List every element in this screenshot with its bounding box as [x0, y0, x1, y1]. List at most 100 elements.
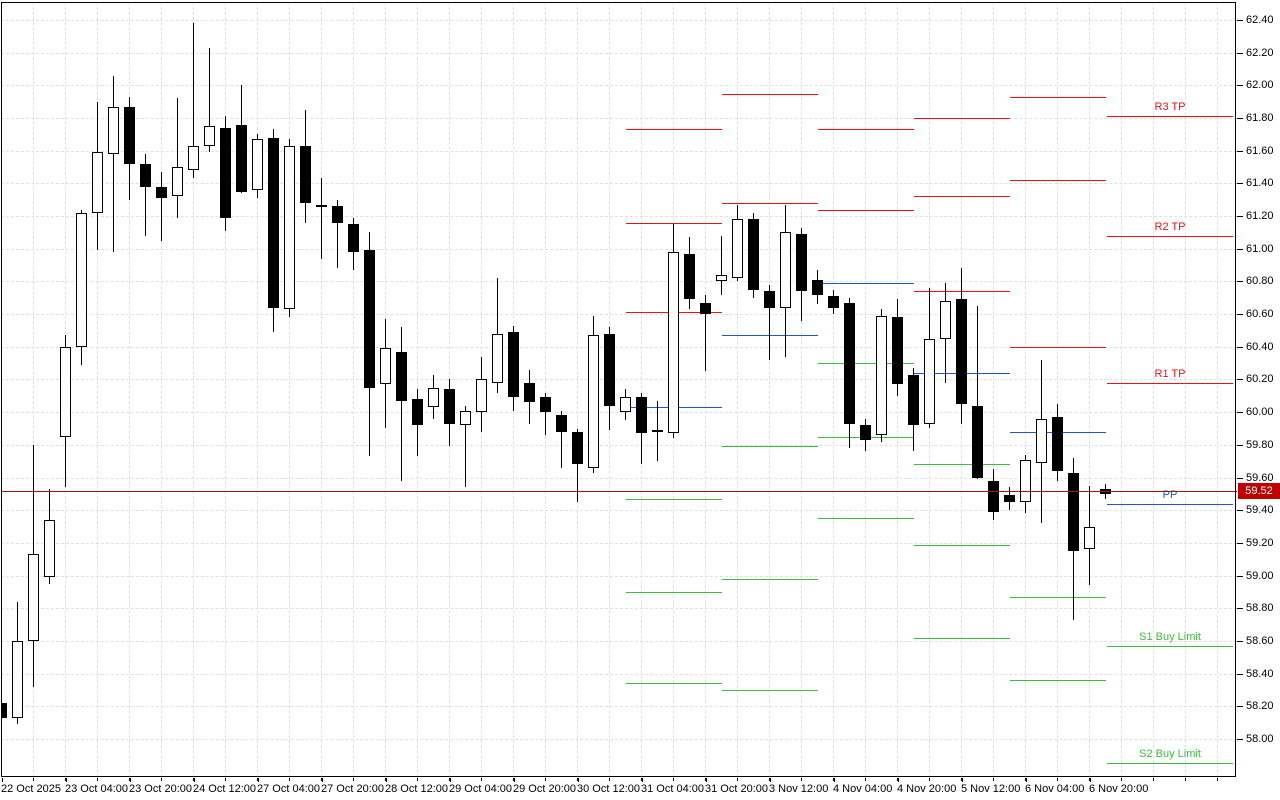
- pivot-segment-green[interactable]: [1010, 596, 1106, 598]
- pivot-segment-red[interactable]: [1010, 346, 1106, 348]
- pivot-segment-green[interactable]: [914, 464, 1010, 466]
- time-axis-minor-tick: [65, 778, 66, 781]
- candle-body: [540, 397, 551, 413]
- price-axis-label: 59.40: [1246, 504, 1274, 517]
- gridline-vertical: [129, 2, 130, 778]
- time-axis-minor-tick: [1025, 778, 1026, 781]
- candle-wick: [545, 392, 546, 436]
- pivot-segment-green[interactable]: [626, 683, 722, 685]
- time-axis-minor-tick: [1057, 778, 1058, 781]
- gridline-horizontal: [1, 412, 1237, 414]
- pivot-segment-green[interactable]: [1010, 680, 1106, 682]
- pivot-segment-green[interactable]: [818, 363, 914, 365]
- time-axis-tick: [130, 778, 131, 782]
- time-axis-minor-tick: [161, 778, 162, 781]
- time-axis-minor-tick: [673, 778, 674, 781]
- time-axis-label: 31 Oct 04:00: [641, 783, 704, 795]
- pivot-segment-green[interactable]: [914, 544, 1010, 546]
- candle-body: [172, 167, 183, 197]
- candle-body: [76, 212, 87, 347]
- gridline-horizontal: [1, 346, 1237, 348]
- price-axis-tick: [1237, 706, 1243, 708]
- time-axis-tick: [642, 778, 643, 782]
- level-line-r3-tp[interactable]: [1107, 116, 1233, 118]
- level-line-r2-tp[interactable]: [1107, 235, 1233, 237]
- pivot-segment-green[interactable]: [722, 578, 818, 580]
- time-axis-tick: [834, 778, 835, 782]
- pivot-segment-red[interactable]: [1010, 180, 1106, 182]
- time-axis-label: 4 Nov 04:00: [833, 783, 893, 795]
- gridline-horizontal: [1, 314, 1237, 316]
- gridline-vertical: [97, 2, 98, 778]
- pivot-segment-red[interactable]: [818, 209, 914, 211]
- chart-plot-area[interactable]: R3 TP R2 TP R1 TP PP S1 Buy Limit S2 Buy Limi…: [1, 2, 1237, 778]
- level-line-r1-tp[interactable]: [1107, 382, 1233, 384]
- candle-body: [1, 703, 7, 718]
- price-axis-label: 60.00: [1246, 406, 1274, 419]
- price-axis-tick: [1237, 640, 1243, 642]
- pivot-segment-red[interactable]: [914, 118, 1010, 120]
- pivot-segment-red[interactable]: [914, 196, 1010, 198]
- gridline-vertical: [737, 2, 738, 778]
- time-axis-minor-tick: [257, 778, 258, 781]
- pivot-segment-red[interactable]: [914, 291, 1010, 293]
- price-axis-label: 61.80: [1246, 112, 1274, 125]
- candle-body: [812, 279, 823, 295]
- time-axis-minor-tick: [1185, 778, 1186, 781]
- price-axis-label: 61.40: [1246, 177, 1274, 190]
- candle-body: [1084, 526, 1095, 550]
- pivot-segment-red[interactable]: [818, 129, 914, 131]
- pivot-segment-green[interactable]: [722, 689, 818, 691]
- pivot-segment-red[interactable]: [1010, 96, 1106, 98]
- pivot-segment-red[interactable]: [722, 93, 818, 95]
- price-axis-label: 59.80: [1246, 438, 1274, 451]
- level-line-s2-buy-limit[interactable]: [1107, 763, 1233, 765]
- level-label: R2 TP: [1154, 220, 1186, 233]
- candle-body: [700, 302, 711, 315]
- bid-price-line: [1, 490, 1237, 492]
- time-axis-minor-tick: [641, 778, 642, 781]
- candle-body: [12, 640, 23, 718]
- pivot-segment-green[interactable]: [914, 637, 1010, 639]
- price-axis-label: 58.80: [1246, 602, 1274, 615]
- time-axis-tick: [322, 778, 323, 782]
- pivot-segment-green[interactable]: [626, 591, 722, 593]
- candle-body: [140, 163, 151, 187]
- time-axis-minor-tick: [1089, 778, 1090, 781]
- candle-body: [412, 399, 423, 426]
- candle-wick: [561, 410, 562, 468]
- price-axis-label: 60.40: [1246, 340, 1274, 353]
- level-line-s1-buy-limit[interactable]: [1107, 645, 1233, 647]
- gridline-vertical: [1217, 2, 1218, 778]
- gridline-horizontal: [1, 118, 1237, 120]
- candle-body: [316, 204, 327, 207]
- price-axis-label: 58.60: [1246, 634, 1274, 647]
- price-axis-label: 59.60: [1246, 471, 1274, 484]
- pivot-segment-green[interactable]: [722, 446, 818, 448]
- pivot-segment-red[interactable]: [722, 203, 818, 204]
- gridline-vertical: [1089, 2, 1090, 778]
- pivot-segment-green[interactable]: [818, 518, 914, 520]
- candle-body: [188, 145, 199, 171]
- price-axis-tick: [1237, 118, 1243, 120]
- gridline-horizontal: [1, 444, 1237, 446]
- pivot-segment-blue[interactable]: [722, 335, 818, 337]
- time-axis-label: 23 Oct 04:00: [65, 783, 128, 795]
- price-axis-tick: [1237, 575, 1243, 577]
- pivot-segment-blue[interactable]: [818, 283, 914, 285]
- candle-body: [556, 415, 567, 432]
- price-axis-label: 61.60: [1246, 144, 1274, 157]
- candle-body: [780, 232, 791, 308]
- pivot-segment-green[interactable]: [626, 498, 722, 500]
- pivot-segment-red[interactable]: [626, 222, 722, 224]
- price-axis-tick: [1237, 248, 1243, 250]
- time-axis-minor-tick: [513, 778, 514, 781]
- price-axis-label: 62.40: [1246, 14, 1274, 26]
- candle-body: [476, 379, 487, 413]
- gridline-horizontal: [1, 150, 1237, 152]
- level-label: R3 TP: [1154, 101, 1186, 114]
- pivot-segment-red[interactable]: [626, 129, 722, 131]
- gridline-vertical: [577, 2, 578, 778]
- level-line-pp[interactable]: [1107, 503, 1233, 505]
